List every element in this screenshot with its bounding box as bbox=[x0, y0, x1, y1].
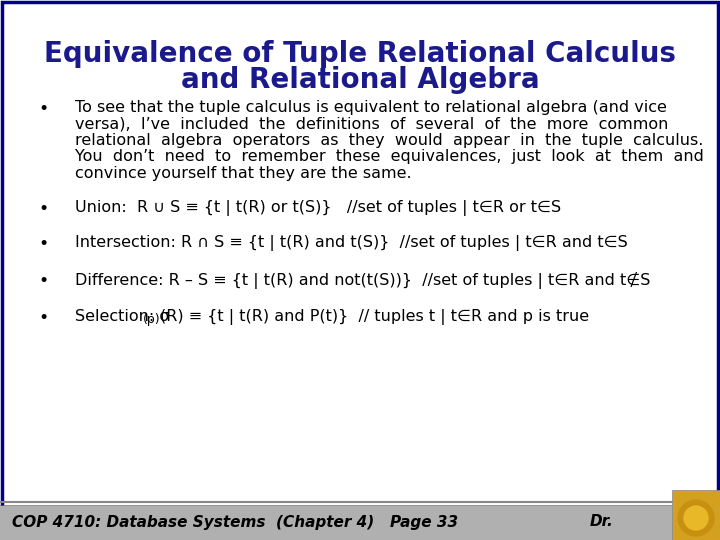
Text: •: • bbox=[38, 235, 48, 253]
Text: COP 4710: Database Systems  (Chapter 4): COP 4710: Database Systems (Chapter 4) bbox=[12, 515, 374, 530]
Text: (p): (p) bbox=[143, 313, 161, 326]
Text: relational  algebra  operators  as  they  would  appear  in  the  tuple  calculu: relational algebra operators as they wou… bbox=[75, 133, 703, 148]
Text: Equivalence of Tuple Relational Calculus: Equivalence of Tuple Relational Calculus bbox=[44, 40, 676, 68]
Text: •: • bbox=[38, 272, 48, 290]
Text: You  don’t  need  to  remember  these  equivalences,  just  look  at  them  and: You don’t need to remember these equival… bbox=[75, 150, 704, 165]
Text: •: • bbox=[38, 200, 48, 218]
Bar bbox=[0, 506, 720, 510]
Circle shape bbox=[684, 506, 708, 530]
Text: Intersection: R ∩ S ≡ {t | t(R) and t(S)}  //set of tuples | t∈R and t∈S: Intersection: R ∩ S ≡ {t | t(R) and t(S)… bbox=[75, 235, 628, 251]
Text: and Relational Algebra: and Relational Algebra bbox=[181, 66, 539, 94]
Text: (R) ≡ {t | t(R) and P(t)}  // tuples t | t∈R and p is true: (R) ≡ {t | t(R) and P(t)} // tuples t | … bbox=[160, 309, 589, 325]
Text: Page 33: Page 33 bbox=[390, 515, 458, 530]
Text: convince yourself that they are the same.: convince yourself that they are the same… bbox=[75, 166, 412, 181]
Text: versa),  I’ve  included  the  definitions  of  several  of  the  more  common: versa), I’ve included the definitions of… bbox=[75, 117, 668, 132]
Bar bbox=[672, 490, 720, 540]
Text: Selection: σ: Selection: σ bbox=[75, 309, 169, 324]
Text: Difference: R – S ≡ {t | t(R) and not(t(S))}  //set of tuples | t∈R and t∉S: Difference: R – S ≡ {t | t(R) and not(t(… bbox=[75, 272, 650, 289]
Text: Dr.: Dr. bbox=[590, 515, 613, 530]
Text: •: • bbox=[38, 100, 48, 118]
Text: Union:  R ∪ S ≡ {t | t(R) or t(S)}   //set of tuples | t∈R or t∈S: Union: R ∪ S ≡ {t | t(R) or t(S)} //set … bbox=[75, 200, 561, 216]
Text: To see that the tuple calculus is equivalent to relational algebra (and vice: To see that the tuple calculus is equiva… bbox=[75, 100, 667, 115]
Text: •: • bbox=[38, 309, 48, 327]
Circle shape bbox=[678, 500, 714, 536]
Bar bbox=[0, 506, 720, 540]
